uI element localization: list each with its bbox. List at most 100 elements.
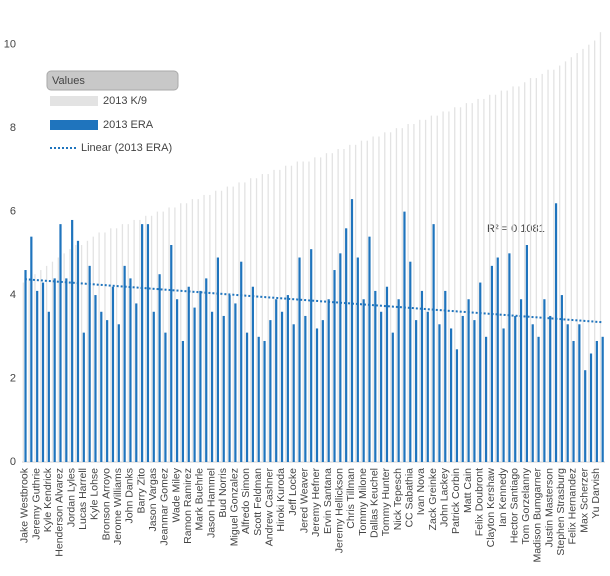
- bar: [261, 174, 263, 463]
- x-tick-label: Andrew Cashner: [264, 468, 276, 547]
- bar: [168, 207, 170, 462]
- bar: [601, 336, 604, 462]
- bar: [100, 311, 103, 462]
- bar: [366, 140, 368, 462]
- trendline: [24, 278, 603, 324]
- bar: [94, 295, 97, 462]
- bar: [203, 194, 205, 462]
- bar: [121, 224, 124, 462]
- bar: [461, 315, 464, 462]
- bar: [584, 370, 587, 462]
- bar: [135, 303, 138, 462]
- x-tick-label: Patrick Corbin: [450, 468, 462, 534]
- x-tick-label: Bud Norris: [217, 468, 229, 518]
- bar: [455, 349, 459, 462]
- bar: [63, 253, 65, 462]
- bar: [448, 111, 450, 462]
- bar: [426, 311, 429, 462]
- bar: [444, 290, 447, 462]
- bar: [354, 144, 357, 462]
- bar: [327, 299, 330, 462]
- bar: [395, 128, 398, 462]
- bar: [450, 328, 453, 462]
- bar: [257, 336, 260, 462]
- bar: [389, 132, 392, 463]
- bar: [255, 178, 258, 462]
- bar: [566, 324, 569, 462]
- bar: [34, 274, 36, 462]
- bar: [127, 224, 129, 462]
- x-tick-label: Jason Hammel: [205, 468, 217, 538]
- bar: [430, 115, 433, 462]
- bar: [321, 320, 324, 462]
- x-tick-label: Henderson Alvarez: [54, 468, 66, 557]
- bar: [209, 194, 211, 462]
- x-tick-label: Jeff Locke: [287, 468, 299, 516]
- bar: [384, 132, 386, 463]
- bar: [518, 86, 520, 462]
- bar: [543, 299, 546, 462]
- bar: [535, 78, 538, 463]
- bar: [110, 228, 112, 462]
- bar: [234, 303, 237, 462]
- bar: [314, 157, 316, 462]
- x-tick-label: Yu Darvish: [590, 468, 602, 519]
- bar: [215, 190, 217, 462]
- bar: [333, 270, 336, 462]
- bar: [315, 328, 319, 462]
- bar: [494, 94, 497, 463]
- bar: [594, 40, 596, 463]
- bar: [92, 236, 94, 462]
- legend-label: Linear (2013 ERA): [81, 142, 172, 154]
- bar: [222, 315, 225, 462]
- x-tick-label: Ramon Ramirez: [182, 468, 194, 544]
- bar: [578, 324, 581, 462]
- y-tick-label: 0: [10, 456, 16, 468]
- bar: [471, 103, 473, 462]
- bar: [210, 311, 214, 462]
- x-tick-label: Bronson Arroyo: [100, 468, 112, 541]
- bar: [401, 128, 403, 462]
- bar: [51, 261, 54, 462]
- bar: [251, 286, 254, 462]
- bar: [104, 232, 106, 462]
- bar: [292, 324, 295, 462]
- bar: [75, 245, 77, 462]
- x-tick-label: Jeanmar Gomez: [159, 468, 171, 546]
- bar: [442, 111, 444, 462]
- bar: [438, 324, 441, 462]
- x-tick-label: Jered Weaver: [299, 467, 311, 533]
- bar: [319, 157, 322, 462]
- bar: [477, 98, 479, 462]
- bar: [374, 290, 377, 462]
- bar: [560, 295, 563, 462]
- bar: [232, 186, 234, 463]
- x-tick-label: Chris Tillman: [345, 468, 357, 529]
- bar: [350, 199, 354, 462]
- x-tick-label: Ervin Santana: [322, 468, 334, 534]
- y-tick-label: 4: [10, 289, 16, 301]
- bar: [541, 73, 543, 463]
- bar: [191, 199, 194, 462]
- x-tick-label: Ivan Nova: [415, 468, 427, 515]
- bar: [413, 123, 415, 462]
- bar: [30, 236, 33, 462]
- bar: [419, 119, 421, 463]
- bar: [53, 278, 56, 462]
- bar: [483, 98, 485, 462]
- x-tick-label: Mark Buehrle: [194, 468, 206, 531]
- y-tick-label: 6: [10, 206, 16, 218]
- bar: [506, 90, 508, 462]
- x-tick-label: Barry Zito: [135, 468, 147, 514]
- bar: [88, 265, 91, 462]
- bar: [553, 69, 555, 462]
- bar: [547, 69, 549, 462]
- bar: [512, 86, 514, 462]
- x-tick-label: Hector Santiago: [508, 468, 520, 543]
- bar: [490, 265, 494, 462]
- bar: [362, 299, 365, 462]
- bar: [595, 340, 598, 462]
- legend-swatch: [50, 120, 98, 130]
- x-tick-label: Justin Masterson: [543, 468, 555, 548]
- bar: [41, 282, 45, 462]
